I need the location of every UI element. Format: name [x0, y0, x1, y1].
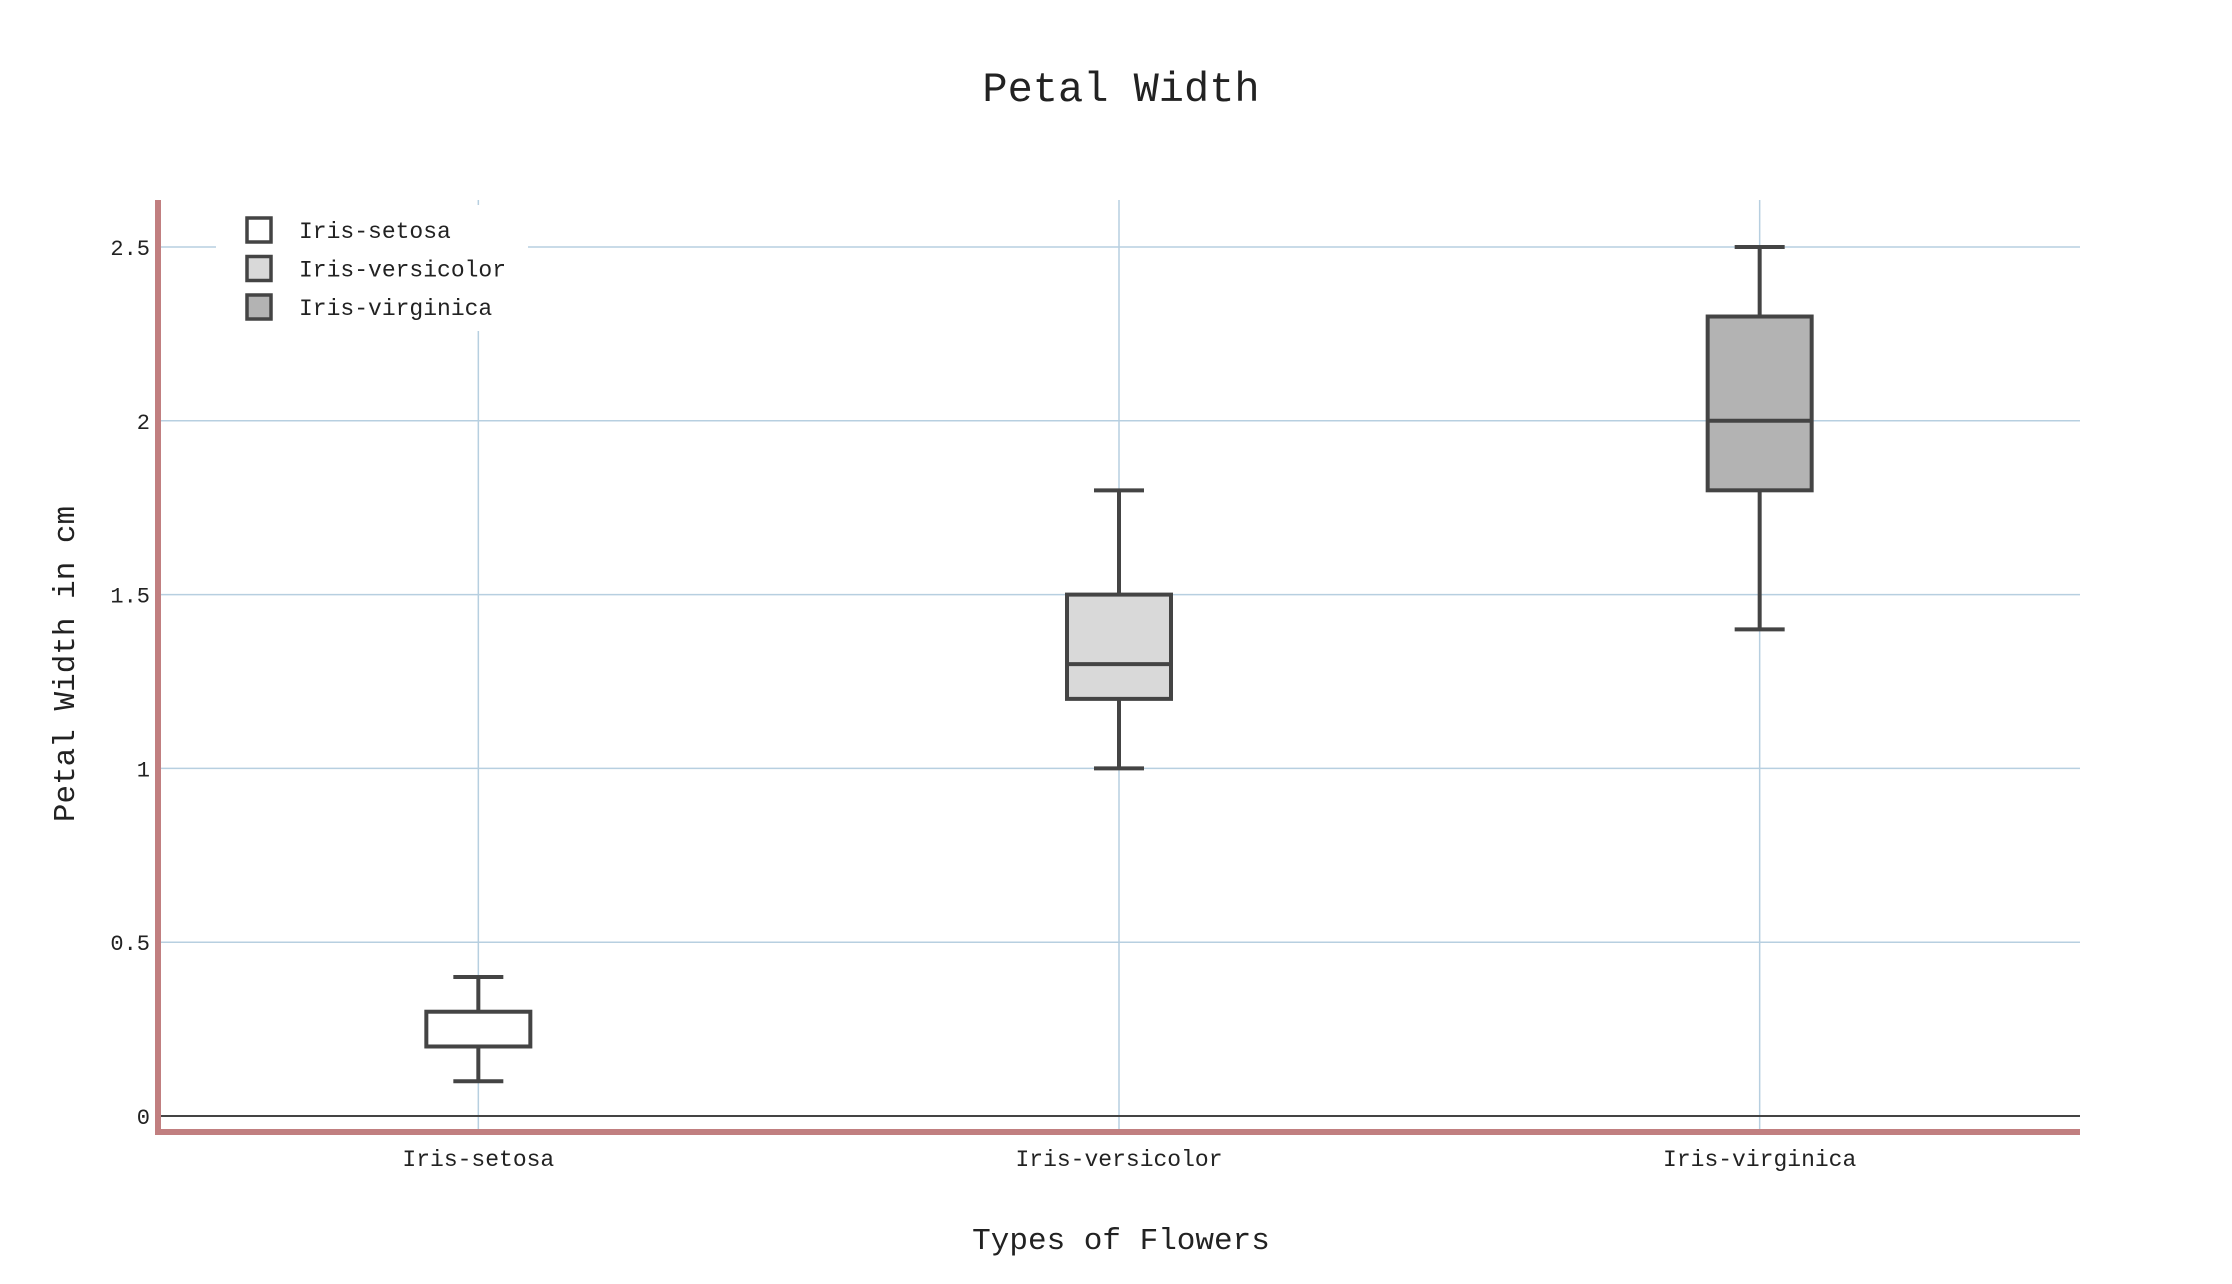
y-tick-labels: 0 0.5 1 1.5 2 2.5 [110, 237, 150, 1131]
y-tick-label: 0 [137, 1106, 150, 1131]
legend[interactable]: Iris-setosa Iris-versicolor Iris-virginica [216, 205, 528, 331]
box-iris-versicolor[interactable] [1065, 488, 1173, 771]
legend-item-iris-setosa[interactable]: Iris-setosa [245, 216, 451, 245]
y-tick-label: 0.5 [110, 932, 150, 957]
legend-label: Iris-virginica [299, 296, 492, 322]
iqr-box [1065, 592, 1173, 701]
legend-swatch [245, 216, 273, 244]
y-tick-label: 2.5 [110, 237, 150, 262]
y-tick-label: 1.5 [110, 585, 150, 610]
x-axis-label: Types of Flowers [972, 1224, 1270, 1259]
box-iris-setosa[interactable] [424, 974, 533, 1084]
axes-group [155, 200, 2080, 1135]
chart-title: Petal Width [982, 66, 1259, 114]
x-tick-label: Iris-versicolor [1015, 1147, 1222, 1173]
x-tick-label: Iris-setosa [402, 1147, 554, 1173]
y-tick-label: 2 [137, 411, 150, 436]
box-iris-virginica[interactable] [1705, 245, 1814, 632]
legend-swatch [245, 254, 273, 283]
legend-swatch [245, 293, 273, 321]
x-tick-label: Iris-virginica [1663, 1147, 1856, 1173]
iqr-box [424, 1009, 533, 1049]
x-tick-labels: Iris-setosa Iris-versicolor Iris-virginica [402, 1147, 1856, 1173]
legend-label: Iris-versicolor [299, 258, 506, 284]
legend-item-iris-virginica[interactable]: Iris-virginica [245, 293, 492, 322]
legend-item-iris-versicolor[interactable]: Iris-versicolor [245, 254, 506, 284]
boxes-group [424, 245, 1814, 1084]
legend-label: Iris-setosa [299, 219, 451, 245]
y-axis-label: Petal Width in cm [49, 506, 84, 822]
y-tick-label: 1 [137, 758, 150, 783]
iqr-box [1705, 314, 1814, 493]
